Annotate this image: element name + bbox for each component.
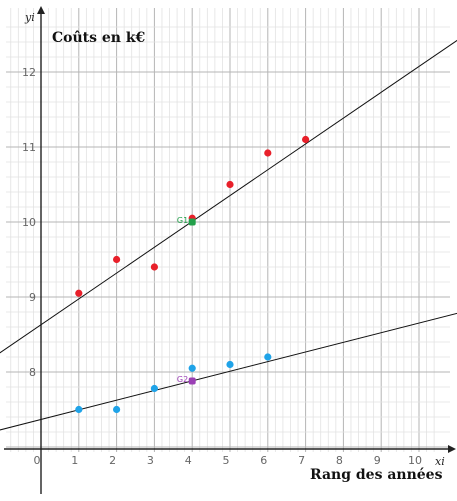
data-points: G1 G2 [75,135,310,414]
regression-line [0,312,457,431]
mean-point-label: G2 [177,375,188,384]
x-tick-label: 10 [408,454,422,467]
y-tick-label: 11 [22,141,36,154]
data-point [75,405,83,414]
data-point [113,255,121,264]
x-tick-label: 5 [223,454,230,467]
data-point [150,263,158,271]
y-tick-label: 8 [29,366,36,379]
data-point [226,180,234,189]
y-tick-label: 9 [29,291,36,304]
data-point [188,364,196,372]
x-tick-label: 8 [336,454,343,467]
axes [4,6,456,494]
x-axis-arrow [448,445,456,453]
mean-point [188,218,196,226]
x-tick-label: 9 [374,454,381,467]
x-tick-label: 1 [71,454,78,467]
x-tick-label: 6 [260,454,267,467]
data-point [264,149,272,157]
y-axis-name: yi [24,11,35,24]
x-tick-label: 3 [147,454,154,467]
y-tick-label: 10 [22,216,36,229]
data-point [113,405,121,414]
mean-point [188,377,196,385]
x-tick-label: 7 [298,454,305,467]
x-tick-label: 0 [34,454,41,467]
x-tick-label: 4 [185,454,192,467]
y-axis-arrow [37,6,45,14]
chart-title: Coûts en k€ [52,30,146,46]
data-point [302,135,310,144]
mean-point-label: G1 [177,216,188,225]
regression-line [0,39,457,354]
data-point [226,360,234,369]
data-point [150,384,158,393]
x-axis-label: Rang des années [310,467,443,483]
x-axis-name: xi [435,455,445,468]
data-point [264,353,272,361]
grid [6,8,450,452]
data-point [75,289,83,297]
regression-lines [0,39,457,431]
y-tick-label: 12 [22,66,36,79]
x-tick-label: 2 [109,454,116,467]
